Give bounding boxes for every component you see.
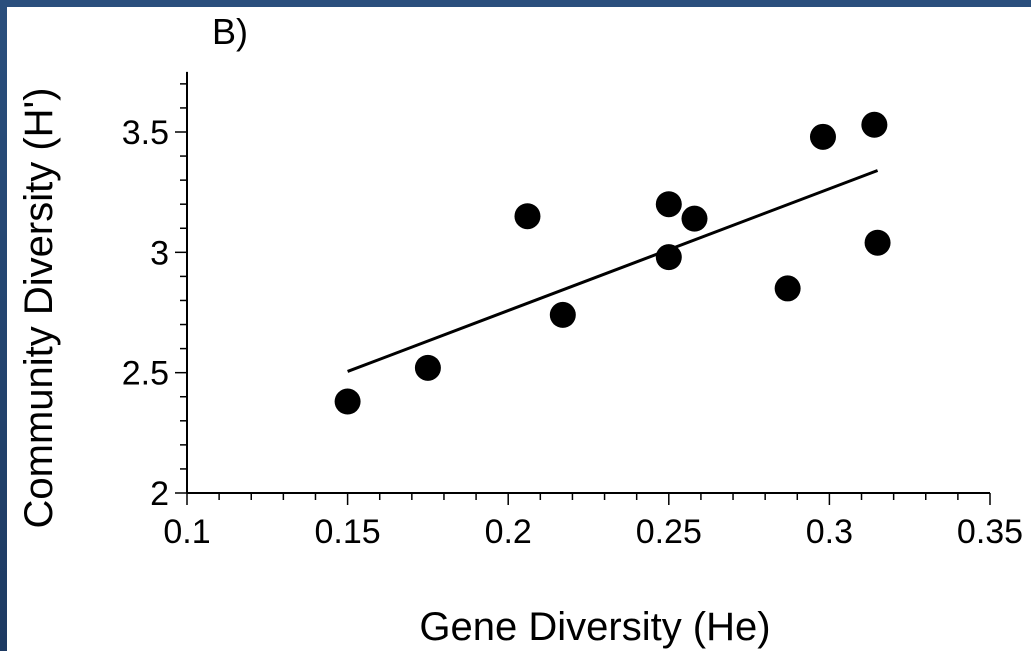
ticks: 0.1 0.15 0.2 0.25 0.3 0.35 2 2.5 3 3.5	[122, 83, 1023, 551]
data-point	[681, 205, 708, 232]
points	[334, 111, 891, 415]
x-axis-label: Gene Diversity (He)	[419, 605, 770, 649]
panel-label: B)	[212, 11, 248, 52]
x-tick-label: 0.2	[485, 513, 532, 551]
chart-panel	[7, 7, 1031, 651]
x-tick-label: 0.15	[315, 513, 381, 551]
data-point	[809, 123, 836, 150]
x-tick-label: 0.25	[636, 513, 702, 551]
data-point	[774, 275, 801, 302]
data-point	[655, 244, 682, 271]
y-tick-label: 2	[150, 475, 169, 513]
data-point	[861, 111, 888, 138]
y-tick-label: 3.5	[122, 114, 169, 152]
data-point	[549, 301, 576, 328]
x-tick-label: 0.1	[163, 513, 210, 551]
data-point	[655, 191, 682, 218]
data-point	[514, 203, 541, 230]
axes	[186, 71, 990, 494]
x-tick-label: 0.3	[806, 513, 853, 551]
trend-line	[347, 169, 879, 373]
data-point	[864, 229, 891, 256]
trend-line-group	[347, 169, 879, 373]
y-tick-label: 2.5	[122, 355, 169, 393]
x-tick-label: 0.35	[957, 513, 1023, 551]
y-tick-label: 3	[150, 234, 169, 272]
y-axis-label: Community Diversity (H')	[17, 88, 61, 529]
data-point	[334, 388, 361, 415]
data-point	[414, 354, 441, 381]
labels: B) Gene Diversity (He) Community Diversi…	[17, 11, 771, 649]
